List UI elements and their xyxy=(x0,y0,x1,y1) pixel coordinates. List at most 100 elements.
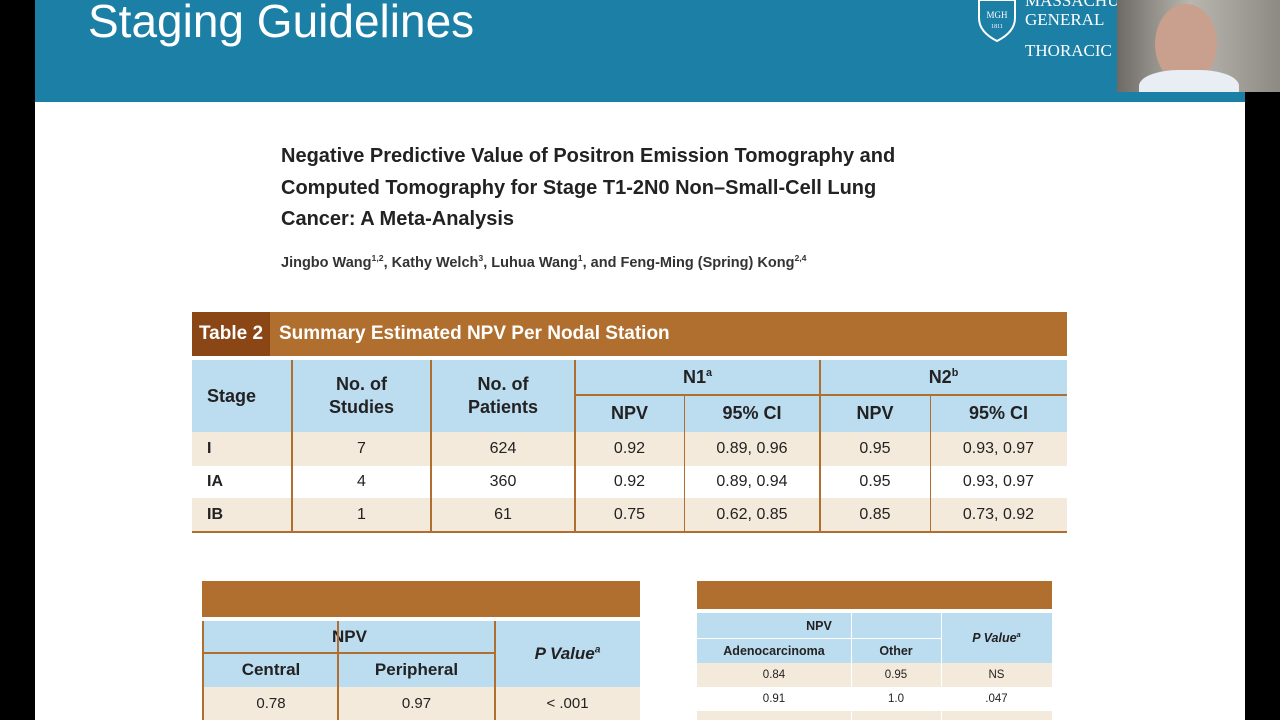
table-cell: 0.85 xyxy=(859,506,891,523)
author-name: Kathy Welch xyxy=(391,254,479,271)
column-header: No. of Studies xyxy=(328,374,394,417)
table-header-bg xyxy=(192,360,1067,432)
column-header: Peripheral xyxy=(374,660,459,679)
column-header: Adenocarcinoma xyxy=(723,643,825,658)
group-border xyxy=(575,394,1067,396)
author-affiliation: 1 xyxy=(577,253,583,263)
table-cell: 0.91 xyxy=(762,693,786,705)
logo-line: MASSACHU xyxy=(1025,0,1120,10)
paper-title-line: Computed Tomography for Stage T1-2N0 Non… xyxy=(281,176,877,199)
table-cell: 0.89, 0.94 xyxy=(716,473,788,490)
table-cell: < .001 xyxy=(546,695,589,712)
table-cell: 0.75 xyxy=(613,506,646,523)
table-bottom-border xyxy=(192,531,1067,533)
table-cell: NS xyxy=(988,669,1005,681)
author-name: Feng-Ming (Spring) Kong xyxy=(620,254,795,271)
column-border xyxy=(941,613,942,720)
authors: Jingbo Wang1,2, Kathy Welch3, Luhua Wang… xyxy=(281,253,807,271)
author-affiliation: 1,2 xyxy=(371,253,384,263)
column-border xyxy=(851,613,852,720)
table-cell: 0.95 xyxy=(859,473,891,490)
author-separator: , and xyxy=(582,254,621,271)
logo-badge-year: 1811 xyxy=(991,24,1003,30)
column-header: Stage xyxy=(207,385,257,406)
author-separator: , xyxy=(483,254,492,271)
paper-title: Negative Predictive Value of Positron Em… xyxy=(281,141,895,236)
table-caption-bar xyxy=(192,312,1067,356)
table-cell: 0.84 xyxy=(762,669,786,681)
column-border xyxy=(684,395,685,532)
column-border xyxy=(819,360,821,532)
subcolumn-header: NPV xyxy=(610,403,648,423)
table-caption: Summary Estimated NPV Per Nodal Station xyxy=(279,323,670,344)
author-separator: , xyxy=(383,254,392,271)
paper-title-line: Cancer: A Meta-Analysis xyxy=(281,208,515,230)
webcam xyxy=(1117,0,1280,92)
group-border xyxy=(697,638,941,639)
group-header: N2b xyxy=(820,360,1067,395)
table-cell: 7 xyxy=(357,440,366,457)
table-caption-bar xyxy=(202,581,640,617)
group-header-note: b xyxy=(951,367,959,379)
table-cell: 0.73, 0.92 xyxy=(962,506,1035,523)
table-cell: 1 xyxy=(357,506,366,523)
table-row-bg xyxy=(204,687,640,720)
table-row-bg xyxy=(192,498,1067,532)
group-header: NPV xyxy=(332,627,367,646)
p-value-header-text: P Valuea xyxy=(535,644,601,664)
webcam-shirt xyxy=(1139,70,1239,92)
table-cell: 0.92 xyxy=(613,440,646,457)
group-header-label: N2 xyxy=(928,367,952,387)
table-cell: 0.92 xyxy=(613,473,646,490)
slide-title: Staging Guidelines xyxy=(88,0,475,47)
table-cell: 0.95 xyxy=(859,440,891,457)
group-header-text: N1a xyxy=(683,367,712,388)
logo-shield: MGH 1811 xyxy=(978,0,1016,42)
column-border xyxy=(291,360,293,532)
p-value-header-note: a xyxy=(594,644,601,656)
table-cell: 0.93, 0.97 xyxy=(962,440,1035,457)
column-header: No. of Patients xyxy=(467,374,539,417)
logo-badge: MGH xyxy=(986,10,1008,20)
author-affiliation: 2,4 xyxy=(794,253,807,263)
author-affiliation: 3 xyxy=(478,253,484,263)
p-value-header-text: P Valuea xyxy=(972,630,1020,645)
group-header-text: N2b xyxy=(929,367,959,388)
header-bar xyxy=(35,0,1245,102)
group-header-label: N1 xyxy=(682,367,706,387)
column-border xyxy=(930,395,931,532)
column-border xyxy=(337,621,339,720)
table-cell: 0.97 xyxy=(401,695,432,712)
table-cell: 0.95 xyxy=(884,669,908,681)
table-header-bg xyxy=(204,621,640,687)
paper-title-line: Negative Predictive Value of Positron Em… xyxy=(281,145,896,167)
p-value-header: P Valuea xyxy=(941,613,1052,663)
p-value-header-label: P Value xyxy=(534,644,595,663)
table-cell: I xyxy=(207,440,212,457)
column-border xyxy=(574,360,576,532)
column-header: Central xyxy=(241,660,301,679)
table-row-bg xyxy=(697,711,1052,720)
author-name: Luhua Wang xyxy=(491,254,578,271)
table-cell: 0.62, 0.85 xyxy=(716,506,788,523)
table-cell: 0.89, 0.96 xyxy=(716,440,788,457)
table-cell: 360 xyxy=(489,473,517,490)
table-cell: 624 xyxy=(489,440,517,457)
table-cell: IB xyxy=(207,506,223,523)
subcolumn-header: 95% CI xyxy=(968,403,1029,423)
column-border xyxy=(202,621,204,720)
group-header: N1a xyxy=(575,360,820,395)
table-cell: 61 xyxy=(494,506,512,523)
logo-line: GENERAL xyxy=(1025,10,1105,29)
table-row-bg xyxy=(697,687,1052,711)
table-cell: 0.78 xyxy=(256,695,286,712)
author-name: Jingbo Wang xyxy=(281,254,372,271)
table-cell: IA xyxy=(207,473,223,490)
group-header: NPV xyxy=(806,618,832,633)
table-cell: 1.0 xyxy=(888,693,904,705)
table-cell: .047 xyxy=(985,693,1008,705)
shield-outline xyxy=(978,0,1016,42)
p-value-header-label: P Value xyxy=(972,631,1017,646)
table-cell: 0.93, 0.97 xyxy=(962,473,1035,490)
